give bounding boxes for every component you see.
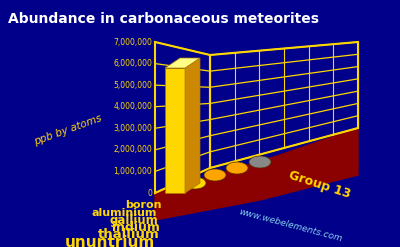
Text: 1,000,000: 1,000,000 [113,167,152,176]
Polygon shape [155,42,210,193]
Text: 7,000,000: 7,000,000 [113,38,152,46]
Text: boron: boron [126,200,162,210]
Polygon shape [165,68,185,193]
Text: Abundance in carbonaceous meteorites: Abundance in carbonaceous meteorites [8,12,319,26]
Text: ununtrium: ununtrium [65,234,155,247]
Polygon shape [165,58,200,68]
Text: gallium: gallium [109,213,158,226]
Text: Group 13: Group 13 [287,169,353,201]
Ellipse shape [249,156,271,168]
Text: 3,000,000: 3,000,000 [113,124,152,133]
Ellipse shape [226,162,248,174]
Text: aluminium: aluminium [92,208,157,218]
Ellipse shape [204,169,226,181]
Text: 6,000,000: 6,000,000 [113,59,152,68]
Text: www.webelements.com: www.webelements.com [237,207,343,243]
Text: 4,000,000: 4,000,000 [113,102,152,111]
Polygon shape [185,58,200,193]
Polygon shape [210,42,358,168]
Text: indium: indium [112,221,160,233]
Text: ppb by atoms: ppb by atoms [33,113,103,147]
Text: 0: 0 [147,188,152,198]
Text: thallium: thallium [98,227,160,241]
Polygon shape [155,128,358,220]
Ellipse shape [184,177,206,189]
Text: 5,000,000: 5,000,000 [113,81,152,90]
Text: 2,000,000: 2,000,000 [113,145,152,154]
